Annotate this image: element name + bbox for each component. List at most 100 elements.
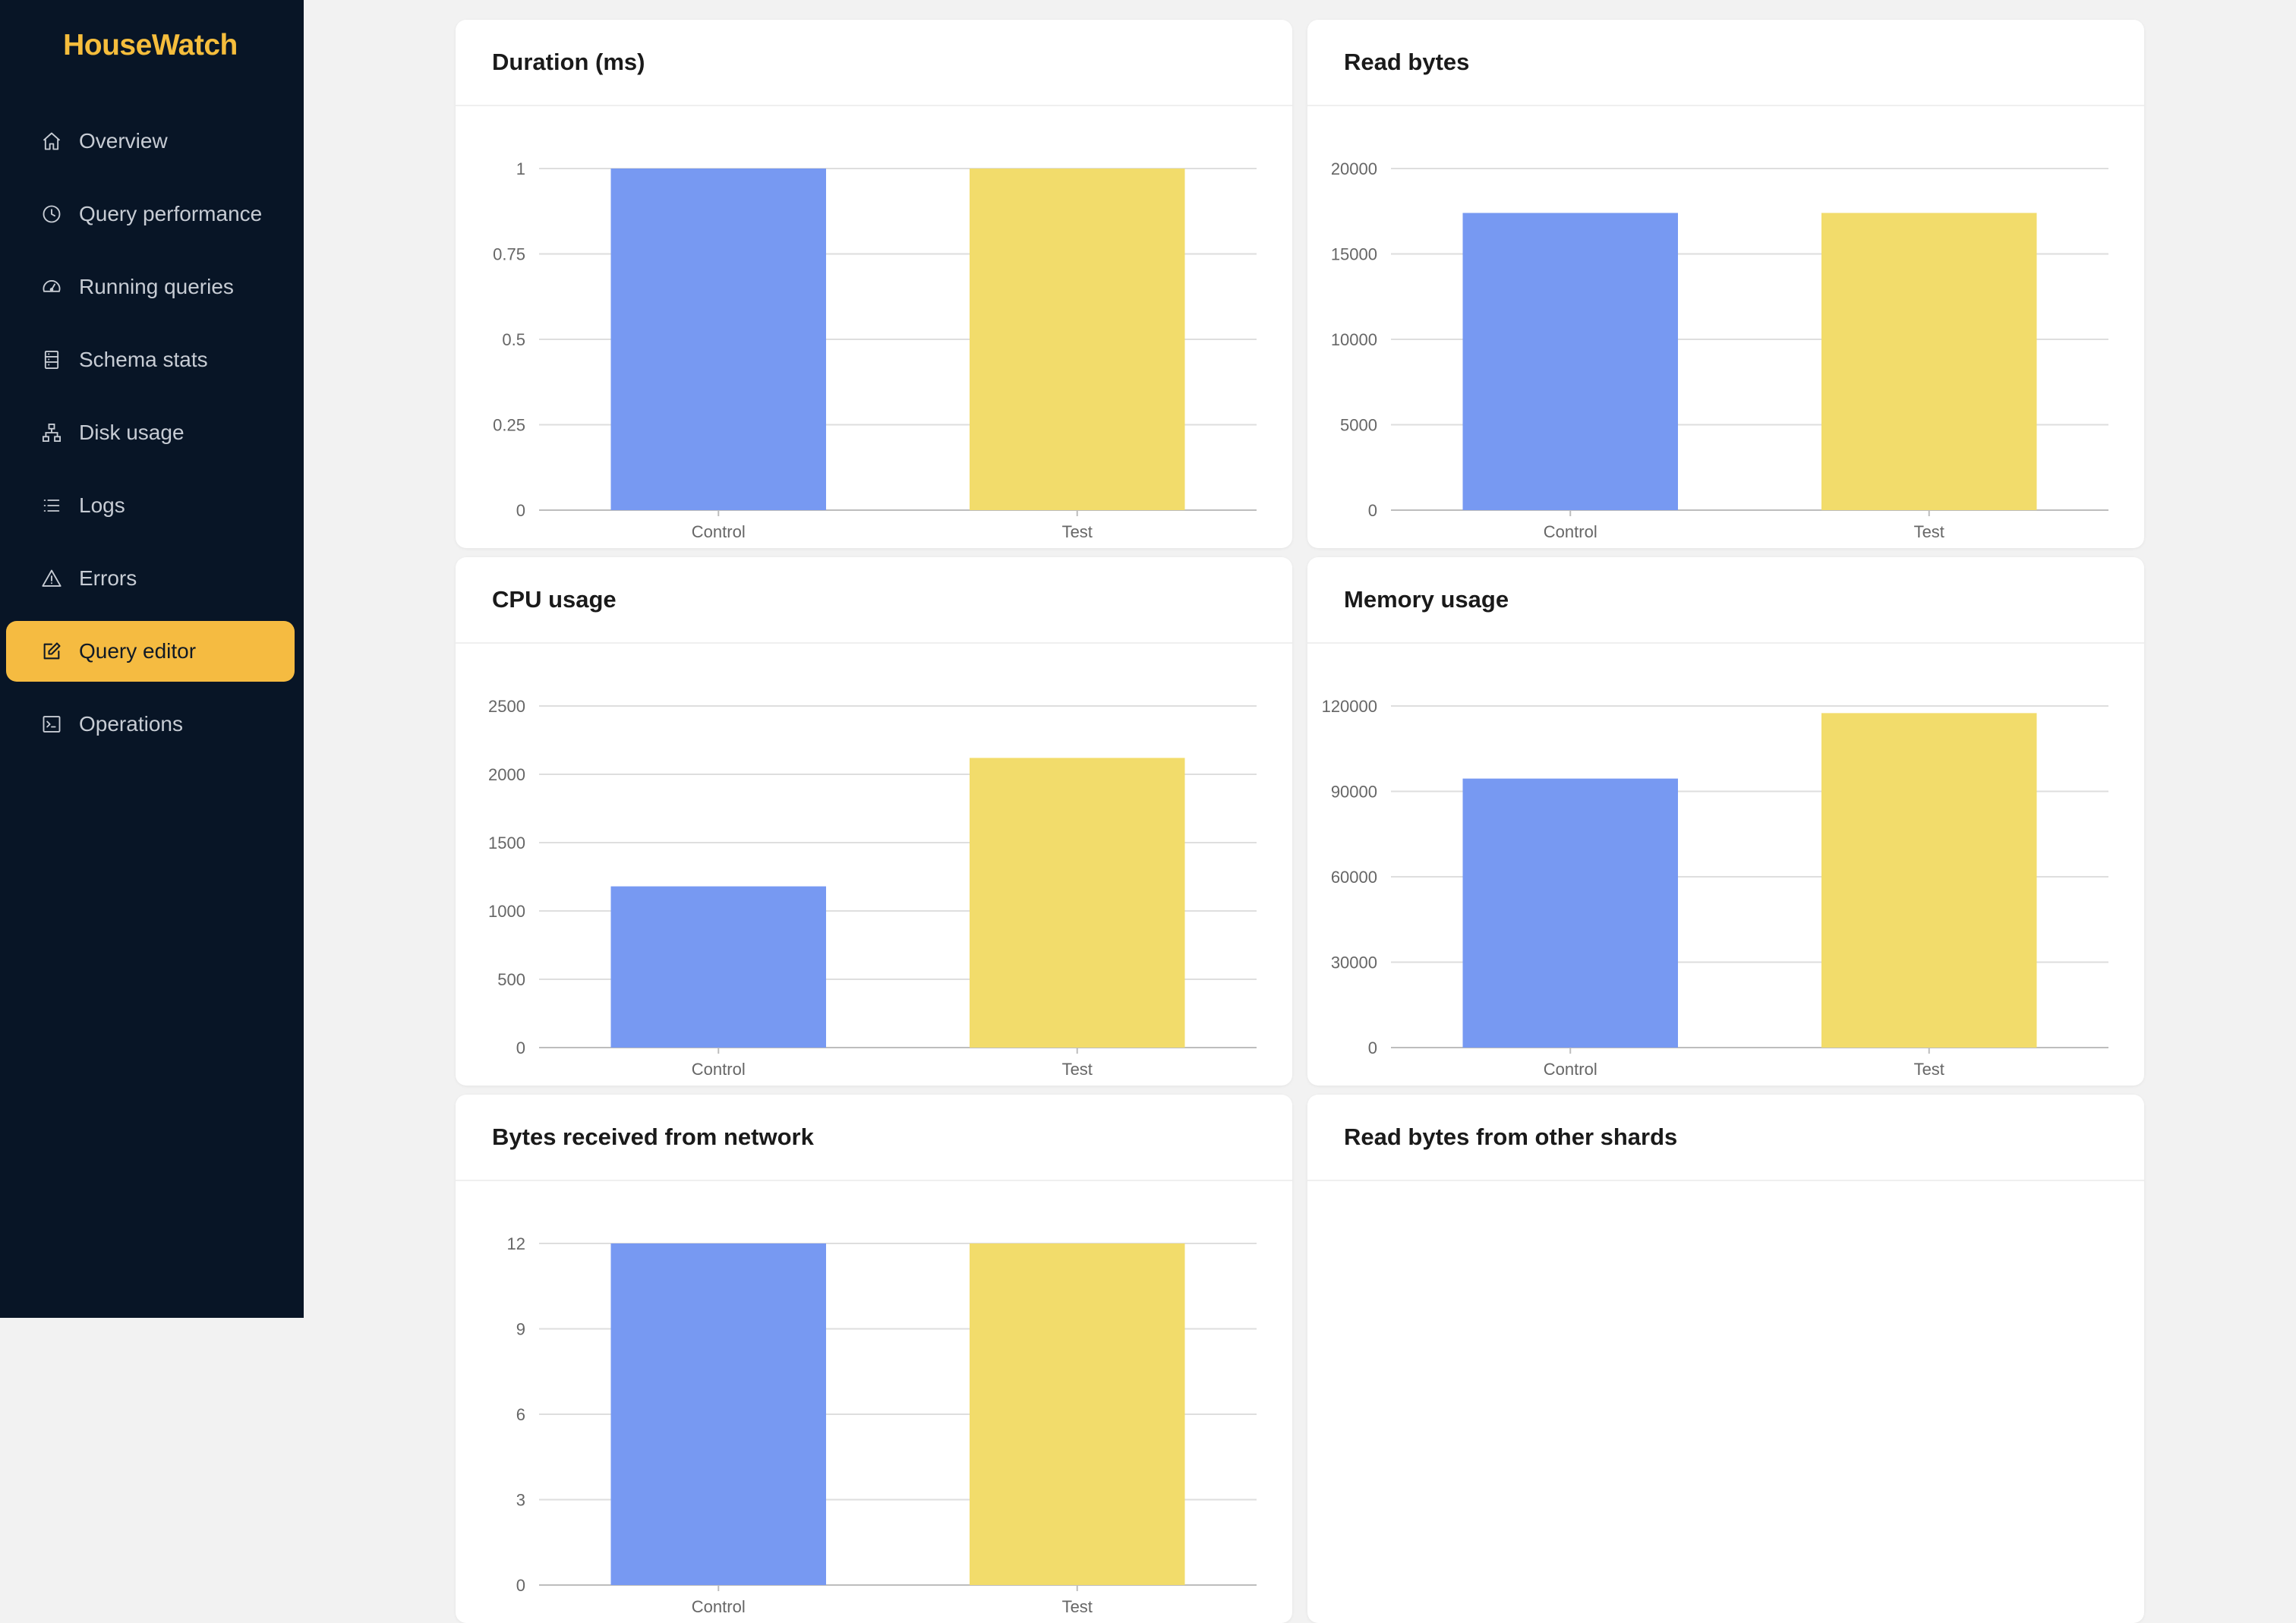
y-tick-label: 3 — [516, 1491, 525, 1510]
chart-plot-area: 0 500 1000 1500 2000 2500 Control Test — [456, 644, 1292, 1084]
y-tick-label: 500 — [497, 970, 525, 989]
x-tick-label: Control — [692, 522, 746, 541]
chart-plot-area: 0 5000 10000 15000 20000 Control Test — [1307, 106, 2144, 547]
sidebar-item-label: Query performance — [79, 202, 263, 225]
bar-control[interactable] — [610, 886, 827, 1048]
dashboard-icon — [41, 276, 62, 298]
bar-chart-bytes-received-network: 0 3 6 9 12 Control Test — [507, 1234, 1257, 1616]
y-tick-label: 0.5 — [502, 330, 525, 349]
edit-icon — [41, 641, 62, 662]
bar-chart-duration: 0 0.25 0.5 0.75 1 Control Test — [493, 159, 1257, 541]
warning-icon — [41, 568, 62, 589]
sidebar-item-schema-stats[interactable]: Schema stats — [6, 329, 295, 390]
y-tick-label: 10000 — [1331, 330, 1377, 349]
chart-card-bytes-received-network: Bytes received from network 0 3 6 9 12 Contro… — [456, 1095, 1292, 1623]
bar-chart-cpu-usage: 0 500 1000 1500 2000 2500 Control Test — [488, 697, 1257, 1079]
bar-control[interactable] — [1462, 778, 1679, 1048]
main-content: Duration (ms) 0 0.25 0.5 0.75 1 Control Test R… — [304, 0, 2296, 1623]
chart-title: Duration (ms) — [456, 20, 1292, 106]
y-tick-label: 0 — [1368, 1038, 1377, 1057]
chart-title: Read bytes from other shards — [1307, 1095, 2144, 1181]
bar-test[interactable] — [970, 758, 1185, 1048]
x-tick-label: Control — [1544, 1060, 1597, 1079]
y-tick-label: 5000 — [1340, 416, 1377, 435]
app-logo[interactable]: HouseWatch — [63, 29, 238, 61]
terminal-icon — [41, 714, 62, 735]
sidebar-item-disk-usage[interactable]: Disk usage — [6, 402, 295, 463]
chart-plot-area: 0 30000 60000 90000 120000 Control Test — [1307, 644, 2144, 1084]
x-tick-label: Test — [1914, 522, 1944, 541]
bar-control[interactable] — [610, 169, 827, 510]
sidebar-nav: Overview Query performance Running queri… — [6, 111, 295, 767]
y-tick-label: 2000 — [488, 765, 525, 784]
chart-card-memory-usage: Memory usage 0 30000 60000 90000 120000 Contr… — [1307, 557, 2144, 1086]
y-tick-label: 90000 — [1331, 783, 1377, 802]
y-tick-label: 0 — [516, 1038, 525, 1057]
sidebar-item-label: Schema stats — [79, 348, 208, 371]
y-tick-label: 30000 — [1331, 953, 1377, 972]
y-tick-label: 1 — [516, 159, 525, 178]
bar-test[interactable] — [1821, 213, 2037, 511]
sidebar-item-logs[interactable]: Logs — [6, 475, 295, 536]
bar-test[interactable] — [970, 169, 1185, 510]
y-tick-label: 20000 — [1331, 159, 1377, 178]
bar-chart-read-bytes: 0 5000 10000 15000 20000 Control Test — [1331, 159, 2108, 541]
sidebar-item-label: Running queries — [79, 275, 234, 298]
bar-control[interactable] — [1462, 213, 1679, 511]
bar-control[interactable] — [610, 1243, 827, 1585]
sidebar-item-overview[interactable]: Overview — [6, 111, 295, 172]
chart-plot-area: 0 0.25 0.5 0.75 1 Control Test — [456, 106, 1292, 547]
chart-card-duration: Duration (ms) 0 0.25 0.5 0.75 1 Control Test — [456, 20, 1292, 548]
x-tick-label: Test — [1062, 1597, 1093, 1616]
x-tick-label: Test — [1914, 1060, 1944, 1079]
sidebar-item-label: Query editor — [79, 639, 197, 663]
y-tick-label: 15000 — [1331, 245, 1377, 264]
y-tick-label: 0 — [1368, 501, 1377, 520]
chart-title: Memory usage — [1307, 557, 2144, 644]
list-icon — [41, 495, 62, 516]
sidebar-item-query-performance[interactable]: Query performance — [6, 184, 295, 244]
y-tick-label: 0 — [516, 1576, 525, 1595]
sidebar-item-label: Logs — [79, 493, 125, 517]
x-tick-label: Test — [1062, 522, 1093, 541]
sidebar-item-running-queries[interactable]: Running queries — [6, 257, 295, 317]
y-tick-label: 9 — [516, 1320, 525, 1339]
sidebar: HouseWatch Overview Query performance Ru… — [0, 0, 304, 1318]
y-tick-label: 1500 — [488, 834, 525, 852]
y-tick-label: 12 — [507, 1234, 525, 1253]
sidebar-item-label: Overview — [79, 129, 168, 153]
x-tick-label: Control — [692, 1597, 746, 1616]
y-tick-label: 120000 — [1322, 697, 1377, 716]
bar-test[interactable] — [970, 1243, 1185, 1585]
chart-title: Bytes received from network — [456, 1095, 1292, 1181]
y-tick-label: 0.75 — [493, 245, 525, 264]
chart-title: Read bytes — [1307, 20, 2144, 106]
y-tick-label: 1000 — [488, 902, 525, 921]
sidebar-item-errors[interactable]: Errors — [6, 548, 295, 609]
x-tick-label: Control — [692, 1060, 746, 1079]
chart-plot-area-empty — [1307, 1181, 2144, 1621]
sidebar-item-label: Disk usage — [79, 421, 184, 444]
y-tick-label: 6 — [516, 1405, 525, 1424]
home-icon — [41, 131, 62, 152]
bar-test[interactable] — [1821, 713, 2037, 1048]
y-tick-label: 0.25 — [493, 416, 525, 435]
sidebar-item-query-editor[interactable]: Query editor — [6, 621, 295, 682]
hierarchy-icon — [41, 422, 62, 443]
bar-chart-memory-usage: 0 30000 60000 90000 120000 Control Test — [1322, 697, 2108, 1079]
x-tick-label: Test — [1062, 1060, 1093, 1079]
chart-plot-area: 0 3 6 9 12 Control Test — [456, 1181, 1292, 1621]
chart-card-read-bytes-other-shards: Read bytes from other shards — [1307, 1095, 2144, 1623]
y-tick-label: 2500 — [488, 697, 525, 716]
sidebar-item-label: Operations — [79, 712, 183, 736]
clock-icon — [41, 203, 62, 225]
chart-card-read-bytes: Read bytes 0 5000 10000 15000 20000 Control Te… — [1307, 20, 2144, 548]
chart-title: CPU usage — [456, 557, 1292, 644]
sidebar-item-label: Errors — [79, 566, 137, 590]
y-tick-label: 0 — [516, 501, 525, 520]
y-tick-label: 60000 — [1331, 868, 1377, 887]
x-tick-label: Control — [1544, 522, 1597, 541]
chart-card-cpu-usage: CPU usage 0 500 1000 1500 2000 2500 Control Tes… — [456, 557, 1292, 1086]
sidebar-item-operations[interactable]: Operations — [6, 694, 295, 755]
database-icon — [41, 349, 62, 370]
